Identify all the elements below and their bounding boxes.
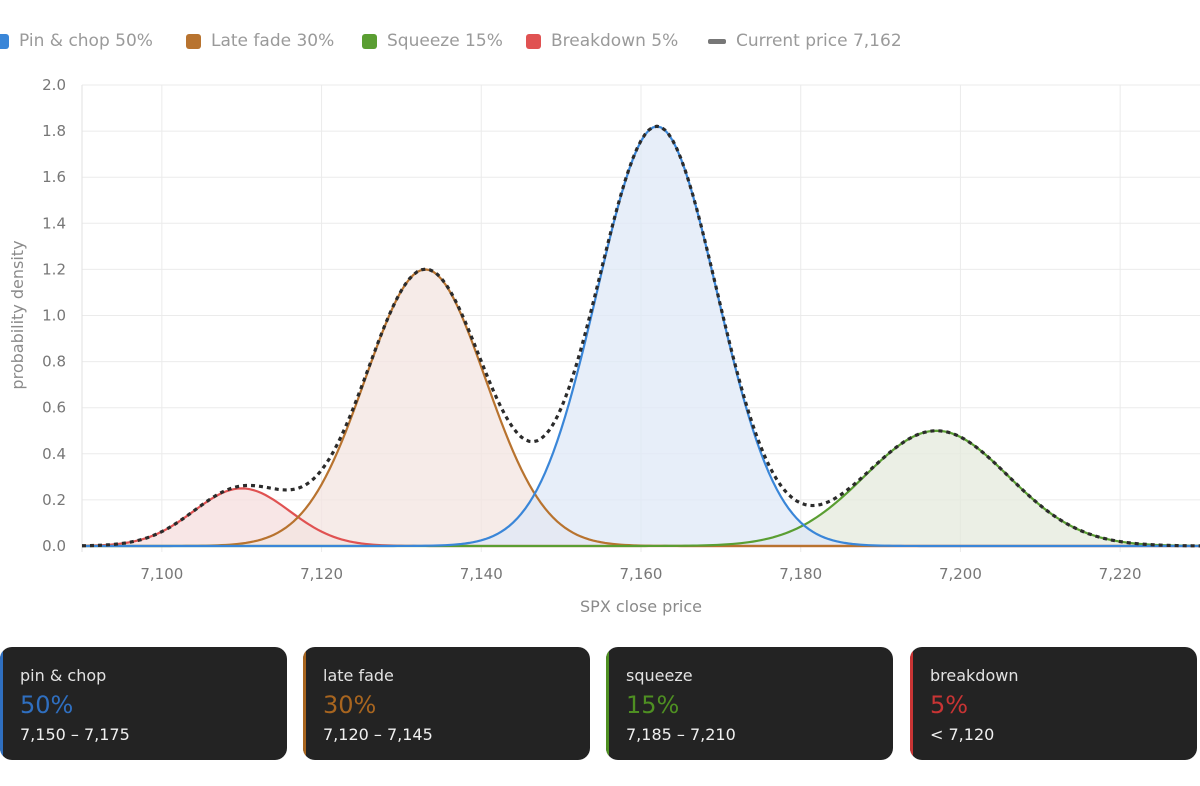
card-range: < 7,120 (930, 725, 995, 744)
card-squeeze[interactable]: squeeze 15% 7,185 – 7,210 (606, 647, 893, 760)
x-tick-label: 7,220 (1099, 565, 1142, 583)
x-tick-label: 7,180 (779, 565, 822, 583)
y-tick-label: 0.6 (42, 399, 66, 417)
legend-label: Current price 7,162 (736, 31, 902, 51)
card-accent-edge (606, 647, 609, 760)
legend-swatch (0, 33, 9, 49)
x-axis-ticks: 7,100 7,120 7,140 7,160 7,180 7,200 7,220 (140, 565, 1141, 583)
card-title: late fade (323, 666, 394, 685)
series-area (82, 430, 1200, 546)
legend-swatch (362, 33, 377, 49)
x-tick-label: 7,200 (939, 565, 982, 583)
card-percent: 50% (20, 691, 74, 719)
legend-label: Pin & chop 50% (19, 31, 153, 51)
card-accent-edge (910, 647, 913, 760)
card-range: 7,185 – 7,210 (626, 725, 736, 744)
legend-swatch (186, 33, 201, 49)
card-late-fade[interactable]: late fade 30% 7,120 – 7,145 (303, 647, 590, 760)
total-density-line (81, 124, 1200, 548)
card-title: breakdown (930, 666, 1019, 685)
y-tick-label: 1.6 (42, 168, 66, 186)
y-tick-label: 0.2 (42, 491, 66, 509)
legend-label: Breakdown 5% (551, 31, 679, 51)
card-range: 7,150 – 7,175 (20, 725, 130, 744)
y-axis-title: probability density (8, 240, 27, 389)
legend-item-current-price[interactable]: Current price 7,162 (708, 28, 902, 54)
card-accent-edge (303, 647, 306, 760)
legend-item-late-fade[interactable]: Late fade 30% (186, 28, 334, 54)
scenario-cards: pin & chop 50% 7,150 – 7,175 late fade 3… (0, 647, 1200, 760)
x-tick-label: 7,100 (140, 565, 183, 583)
card-percent: 15% (626, 691, 680, 719)
card-title: squeeze (626, 666, 693, 685)
y-tick-label: 1.4 (42, 214, 66, 232)
density-areas (82, 126, 1200, 547)
x-tick-label: 7,120 (300, 565, 343, 583)
x-axis-title: SPX close price (580, 597, 702, 616)
legend-label: Squeeze 15% (387, 31, 503, 51)
y-tick-label: 1.2 (42, 260, 66, 278)
density-chart: 7,100 7,120 7,140 7,160 7,180 7,200 7,220 0.00… (8, 76, 1200, 616)
y-tick-label: 1.8 (42, 122, 66, 140)
series-area (82, 269, 1200, 546)
card-breakdown[interactable]: breakdown 5% < 7,120 (910, 647, 1197, 760)
card-range: 7,120 – 7,145 (323, 725, 433, 744)
legend-item-squeeze[interactable]: Squeeze 15% (362, 28, 503, 54)
card-percent: 5% (930, 691, 969, 719)
legend-line-swatch (708, 38, 726, 44)
card-pin-chop[interactable]: pin & chop 50% 7,150 – 7,175 (0, 647, 287, 760)
x-tick-label: 7,160 (620, 565, 663, 583)
legend-swatch (526, 33, 541, 49)
total-curve (81, 124, 1200, 548)
series-area (82, 126, 1200, 547)
legend-item-pin-chop[interactable]: Pin & chop 50% (0, 28, 153, 54)
card-title: pin & chop (20, 666, 107, 685)
y-tick-label: 0.8 (42, 353, 66, 371)
series-area (82, 488, 1200, 546)
x-tick-label: 7,140 (460, 565, 503, 583)
y-tick-label: 2.0 (42, 76, 66, 94)
card-percent: 30% (323, 691, 377, 719)
chart-legend: Pin & chop 50% Late fade 30% Squeeze 15%… (0, 28, 1200, 54)
y-tick-label: 0.4 (42, 445, 66, 463)
legend-label: Late fade 30% (211, 31, 335, 51)
card-accent-edge (0, 647, 3, 760)
y-tick-label: 1.0 (42, 307, 66, 325)
y-axis-ticks: 0.0 0.2 0.4 0.6 0.8 1.0 1.2 1.4 1.6 1.8 2.0 (42, 76, 66, 555)
legend-item-breakdown[interactable]: Breakdown 5% (526, 28, 678, 54)
y-tick-label: 0.0 (42, 537, 66, 555)
